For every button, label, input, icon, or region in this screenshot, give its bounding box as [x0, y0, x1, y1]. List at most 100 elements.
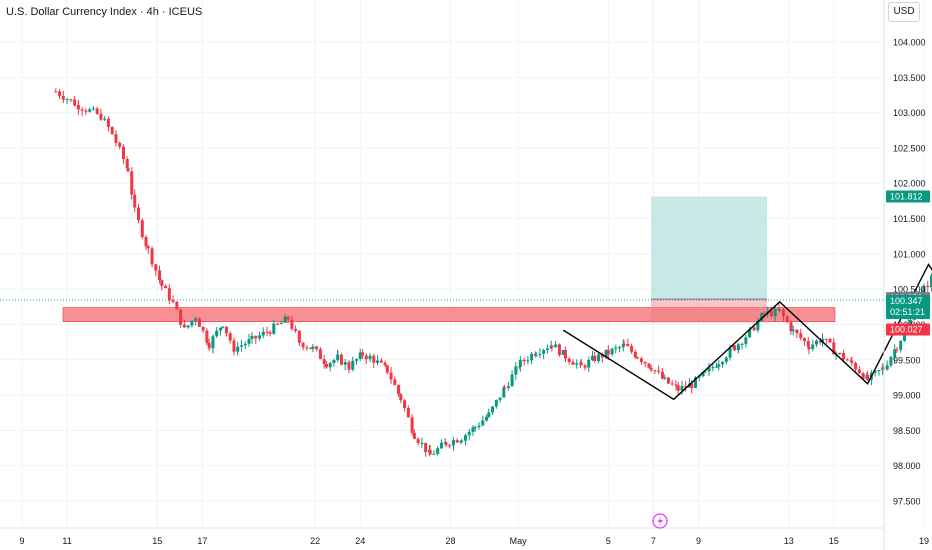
last-price-label — [886, 294, 930, 319]
candle-body — [186, 325, 190, 328]
stop-zone — [651, 299, 767, 323]
candle-body — [294, 328, 298, 331]
candle-body — [110, 127, 114, 133]
candle-body — [364, 355, 368, 360]
candle-body — [455, 440, 459, 443]
candle-body — [232, 345, 236, 352]
candle-body — [150, 248, 154, 265]
candle-body — [717, 364, 721, 367]
candle-body — [201, 326, 205, 331]
candle-body — [579, 362, 583, 366]
candle-body — [343, 362, 347, 365]
candle-body — [557, 344, 561, 355]
candle-body — [721, 362, 725, 365]
candle-body — [73, 99, 77, 106]
candle-body — [571, 361, 575, 365]
candle-body — [487, 412, 491, 417]
countdown-text: 02:51:21 — [890, 307, 925, 317]
lightning-icon-ring — [652, 513, 668, 529]
y-tick-label: 101.500 — [893, 214, 926, 224]
stop-price-label — [886, 323, 930, 336]
candle-body — [866, 374, 870, 380]
y-tick-label: 98.500 — [893, 426, 921, 436]
candle-body — [542, 350, 546, 354]
candle-body — [175, 301, 179, 310]
candle-body — [439, 442, 443, 449]
candle-body — [110, 132, 114, 135]
candle-body — [88, 109, 92, 112]
candle-body — [773, 308, 777, 317]
candle-body — [711, 367, 715, 369]
candle-body — [205, 330, 209, 343]
candle-body — [715, 366, 719, 368]
candle-body — [207, 342, 211, 349]
candle-body — [351, 360, 355, 370]
candle-body — [728, 347, 732, 358]
x-tick-label: 17 — [197, 536, 207, 546]
candle-body — [69, 99, 73, 101]
candle-body — [811, 344, 815, 350]
candle-body — [744, 337, 748, 344]
currency-selector[interactable]: USD — [888, 2, 920, 22]
candle-body — [276, 323, 280, 325]
candle-body — [286, 316, 290, 320]
candle-body — [432, 453, 436, 455]
y-tick-label: 103.500 — [893, 73, 926, 83]
candle-body — [522, 359, 526, 362]
candle-body — [895, 349, 899, 351]
candle-body — [518, 359, 522, 367]
candle-body — [283, 316, 287, 323]
candle-body — [660, 371, 664, 379]
candle-body — [254, 335, 258, 339]
candle-body — [324, 363, 328, 368]
candle-body — [893, 349, 897, 357]
candle-body — [444, 442, 448, 446]
candle-body — [309, 347, 313, 349]
x-tick-label: 15 — [829, 536, 839, 546]
candle-body — [305, 347, 309, 349]
candle-body — [503, 387, 507, 389]
candle-body — [795, 329, 799, 334]
x-tick-label: 7 — [651, 536, 656, 546]
price-axis: 104.000 103.500 103.000 102.500 102.000 101.5… — [883, 0, 926, 550]
candle-body — [379, 360, 383, 363]
candle-body — [736, 344, 740, 351]
symbol-title: U.S. Dollar Currency Index · 4h · ICEUS — [6, 6, 203, 18]
candle-body — [926, 285, 930, 288]
candle-body — [769, 311, 773, 317]
candle-body — [410, 417, 414, 433]
candle-body — [491, 406, 495, 413]
candle-body — [597, 354, 601, 362]
candle-body — [785, 316, 789, 323]
candle-body — [530, 353, 534, 361]
y-tick-label: 98.000 — [893, 461, 921, 471]
candle-body — [587, 359, 591, 368]
candle-body — [630, 346, 634, 352]
y-tick-label: 101.000 — [893, 249, 926, 259]
drawing-zones — [0, 196, 884, 323]
candle-body — [922, 285, 926, 293]
y-tick-label: 99.500 — [893, 355, 921, 365]
candle-body — [471, 427, 475, 432]
y-tick-label: 103.000 — [893, 108, 926, 118]
candle-body — [861, 373, 865, 379]
candle-body — [636, 357, 640, 359]
candle-body — [118, 142, 122, 147]
candle-body — [211, 336, 215, 349]
candle-body — [385, 365, 389, 373]
candle-body — [460, 440, 464, 442]
candle-body — [146, 246, 150, 249]
x-tick-label: 9 — [19, 536, 24, 546]
candle-body — [873, 370, 877, 373]
candle-body — [403, 400, 407, 409]
candle-body — [451, 440, 455, 446]
candle-body — [748, 329, 752, 338]
candle-body — [670, 383, 674, 385]
candle-body — [802, 338, 806, 342]
candle-body — [676, 385, 680, 391]
candle-body — [80, 109, 84, 111]
candle-body — [261, 331, 265, 336]
candle-body — [477, 425, 481, 428]
candle-body — [61, 95, 65, 100]
